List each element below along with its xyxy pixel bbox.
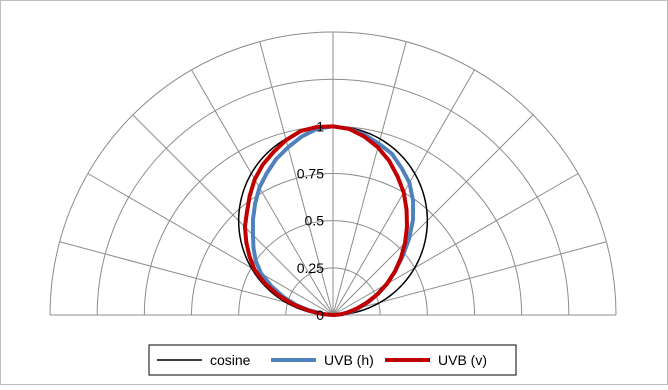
grid-spoke: [259, 41, 334, 316]
grid-spoke: [132, 114, 334, 316]
polar-grid: [49, 31, 617, 316]
legend-box: [148, 344, 517, 376]
radial-tick-label: 0: [316, 307, 324, 323]
legend-label: cosine: [210, 352, 251, 368]
series-line-uvb-v: [242, 124, 409, 317]
radial-tick-label: 0.25: [297, 260, 324, 276]
grid-spoke: [87, 173, 334, 316]
grid-spoke: [332, 173, 579, 316]
radial-tick-label: 1: [316, 118, 324, 134]
plot-area: [237, 124, 429, 317]
radial-tick-label: 0.75: [297, 166, 324, 182]
grid-spoke: [191, 69, 334, 316]
legend-label: UVB (h): [324, 352, 374, 368]
grid-spoke: [332, 41, 407, 316]
radial-tick-label: 0.5: [305, 213, 325, 229]
grid-spoke: [332, 114, 534, 316]
legend: cosine UVB (h) UVB (v): [148, 344, 517, 376]
radial-tick-labels: 0 0.25 0.5 0.75 1: [297, 118, 324, 323]
legend-label: UVB (v): [438, 352, 487, 368]
